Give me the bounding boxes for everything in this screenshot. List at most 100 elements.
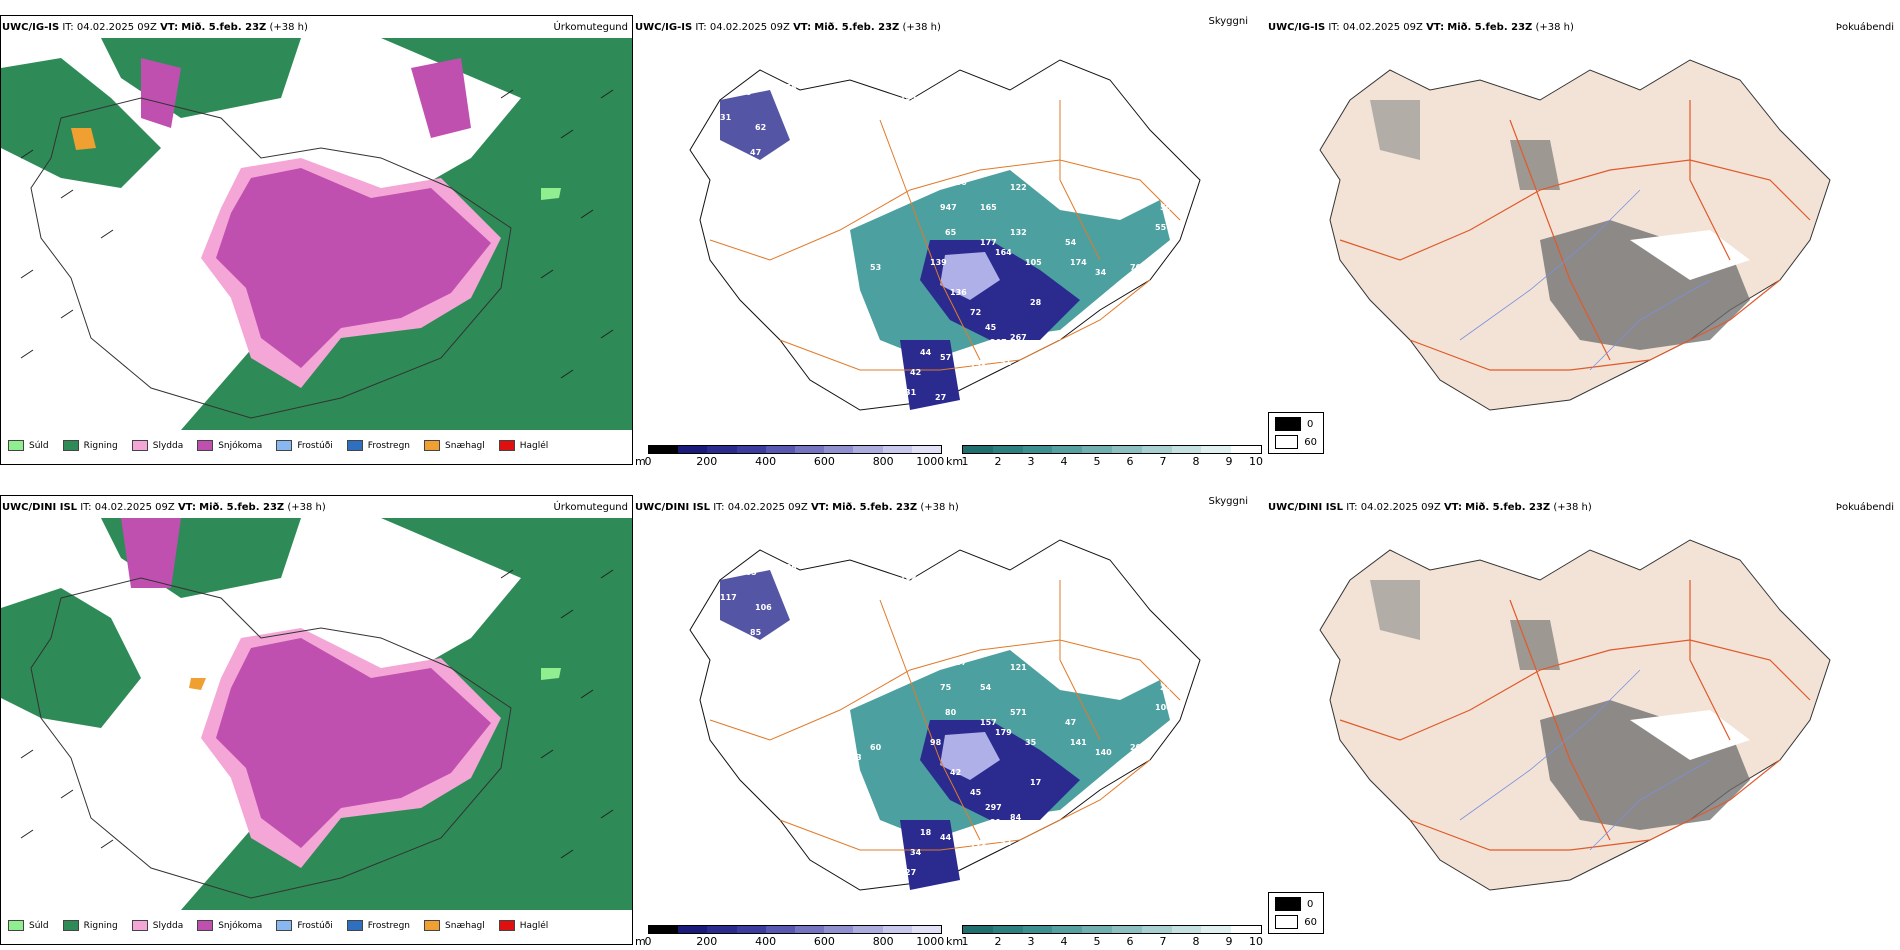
valid-time: Mið. 5.feb. 23Z [181,22,267,33]
tick: 0 [644,935,652,948]
legend-item: Frostregn [346,920,410,931]
height-colorbar-gradient [648,925,942,934]
legend-label: Snjókoma [218,920,263,931]
visibility-label: 106 [950,178,967,187]
visibility-label: 52 [1000,838,1011,847]
visibility-label: 69 [1050,813,1062,822]
visibility-label: 606 [785,623,802,632]
visibility-label: 33 [1060,633,1071,642]
visibility-label: 117 [720,593,737,602]
legend-item: Frostúði [276,440,333,451]
legend-item: Snæhagl [424,920,485,931]
init-time: IT: 04.02.2025 09Z [80,502,175,513]
legend-swatch [131,920,148,931]
visibility-label: 76 [1140,173,1152,182]
km-unit: km [946,455,964,468]
visibility-label: 139 [930,258,947,267]
legend-swatch [131,440,148,451]
visibility-label: 194 [1060,153,1077,162]
visibility-label: 162 [900,573,917,582]
tick: 1000 [916,935,945,948]
visibility-label: 105 [780,563,797,572]
legend-label: Haglél [519,440,549,451]
legend-label: Frostúði [297,440,333,451]
panel-header: UWC/IG-IS IT: 04.02.2025 09Z VT: Mið. 5.… [1268,22,1574,33]
tick: 7 [1159,455,1167,468]
legend-label: Frostúði [297,920,333,931]
visibility-label: 51 [1000,358,1012,367]
legend-label: Snjókoma [218,440,263,451]
visibility-label: 80 [945,708,957,717]
panel-title-fog: Þokuábendi [1835,502,1894,513]
legend-swatch [62,920,79,931]
legend-swatch [276,920,293,931]
valid-time: Mið. 5.feb. 23Z [832,502,918,513]
init-time: IT: 04.02.2025 09Z [1328,22,1423,33]
legend-item: Frostregn [346,440,410,451]
precip-type-map [1,38,632,430]
legend-item: Súld [8,920,49,931]
visibility-label: 132 [1010,228,1027,237]
fog-legend: 0 60 [1268,892,1324,934]
legend-label: Snæhagl [445,440,485,451]
row-1: UWC/IG-IS IT: 04.02.2025 09Z VT: Mið. 5.… [0,0,1900,470]
visibility-label: 157 [980,718,997,727]
visibility-label: 47 [750,148,761,157]
legend-label: Snæhagl [445,920,485,931]
tick: 6 [1126,935,1134,948]
tick: 5 [1093,455,1101,468]
tick: 0 [644,455,652,468]
panel-header: UWC/IG-IS IT: 04.02.2025 09Z VT: Mið. 5.… [2,22,308,33]
visibility-label: 31 [720,113,732,122]
panel-title-visibility: Skyggni [1208,16,1248,27]
vt-label: VT: [810,502,829,513]
tick: 800 [872,455,894,468]
visibility-label: 41 [790,598,802,607]
row-2: UWC/DINI ISL IT: 04.02.2025 09Z VT: Mið.… [0,480,1900,950]
precip-type-frame [0,495,633,945]
legend-item: Haglél [498,920,549,931]
tick: 600 [813,935,835,948]
panel-header: UWC/DINI ISL IT: 04.02.2025 09Z VT: Mið.… [2,502,326,513]
fog-legend-swatch [1275,435,1299,449]
visibility-label: 207 [990,338,1007,347]
visibility-label: 113 [960,633,977,642]
legend-label: Haglél [519,920,549,931]
fog-legend-row: 0 [1275,897,1317,911]
legend-label: Rigning [83,920,118,931]
visibility-label: 75 [940,683,952,692]
precip-legend: Súld Rigning Slydda Snjókoma Frostúði Fr… [8,440,548,451]
tick: 5 [1093,935,1101,948]
visibility-label: 39 [930,633,942,642]
tick: 1 [961,455,969,468]
legend-item: Snæhagl [424,440,485,451]
visibility-label: 17 [1030,778,1041,787]
visibility-label: 136 [950,288,967,297]
visibility-label: 62 [755,123,766,132]
legend-swatch [424,440,441,451]
tick: 10 [1249,455,1263,468]
visibility-label: 205 [740,568,757,577]
km-colorbar: km 1 2 3 4 5 6 7 8 9 10 [946,925,1263,949]
valid-time: Mið. 5.feb. 23Z [1447,22,1533,33]
visibility-label: 42 [910,368,921,377]
panel-title-fog: Þokuábendi [1835,22,1894,33]
visibility-label: 56 [740,88,752,97]
visibility-label: 55 [1155,223,1167,232]
visibility-label: 53 [870,263,881,272]
visibility-label: 571 [1010,708,1027,717]
lead-time: (+38 h) [1535,22,1574,33]
tick: 600 [813,455,835,468]
km-ticks: 1 2 3 4 5 6 7 8 9 10 [961,455,1264,469]
model-name: UWC/IG-IS [1268,22,1326,33]
visibility-label: 56 [1140,653,1152,662]
vt-label: VT: [793,22,812,33]
height-colorbar: m 0 200 400 600 800 1000 [635,925,945,949]
legend-swatch [276,440,293,451]
lead-time: (+38 h) [902,22,941,33]
tick: 8 [1192,935,1200,948]
visibility-labels: 56 158 31 62 68 47 23 153 108 70 62 83 66 105 106 122 19… [720,83,1172,402]
visibility-label: 164 [995,248,1012,257]
visibility-label: 267 [1010,333,1027,342]
visibility-label: 141 [1070,738,1087,747]
